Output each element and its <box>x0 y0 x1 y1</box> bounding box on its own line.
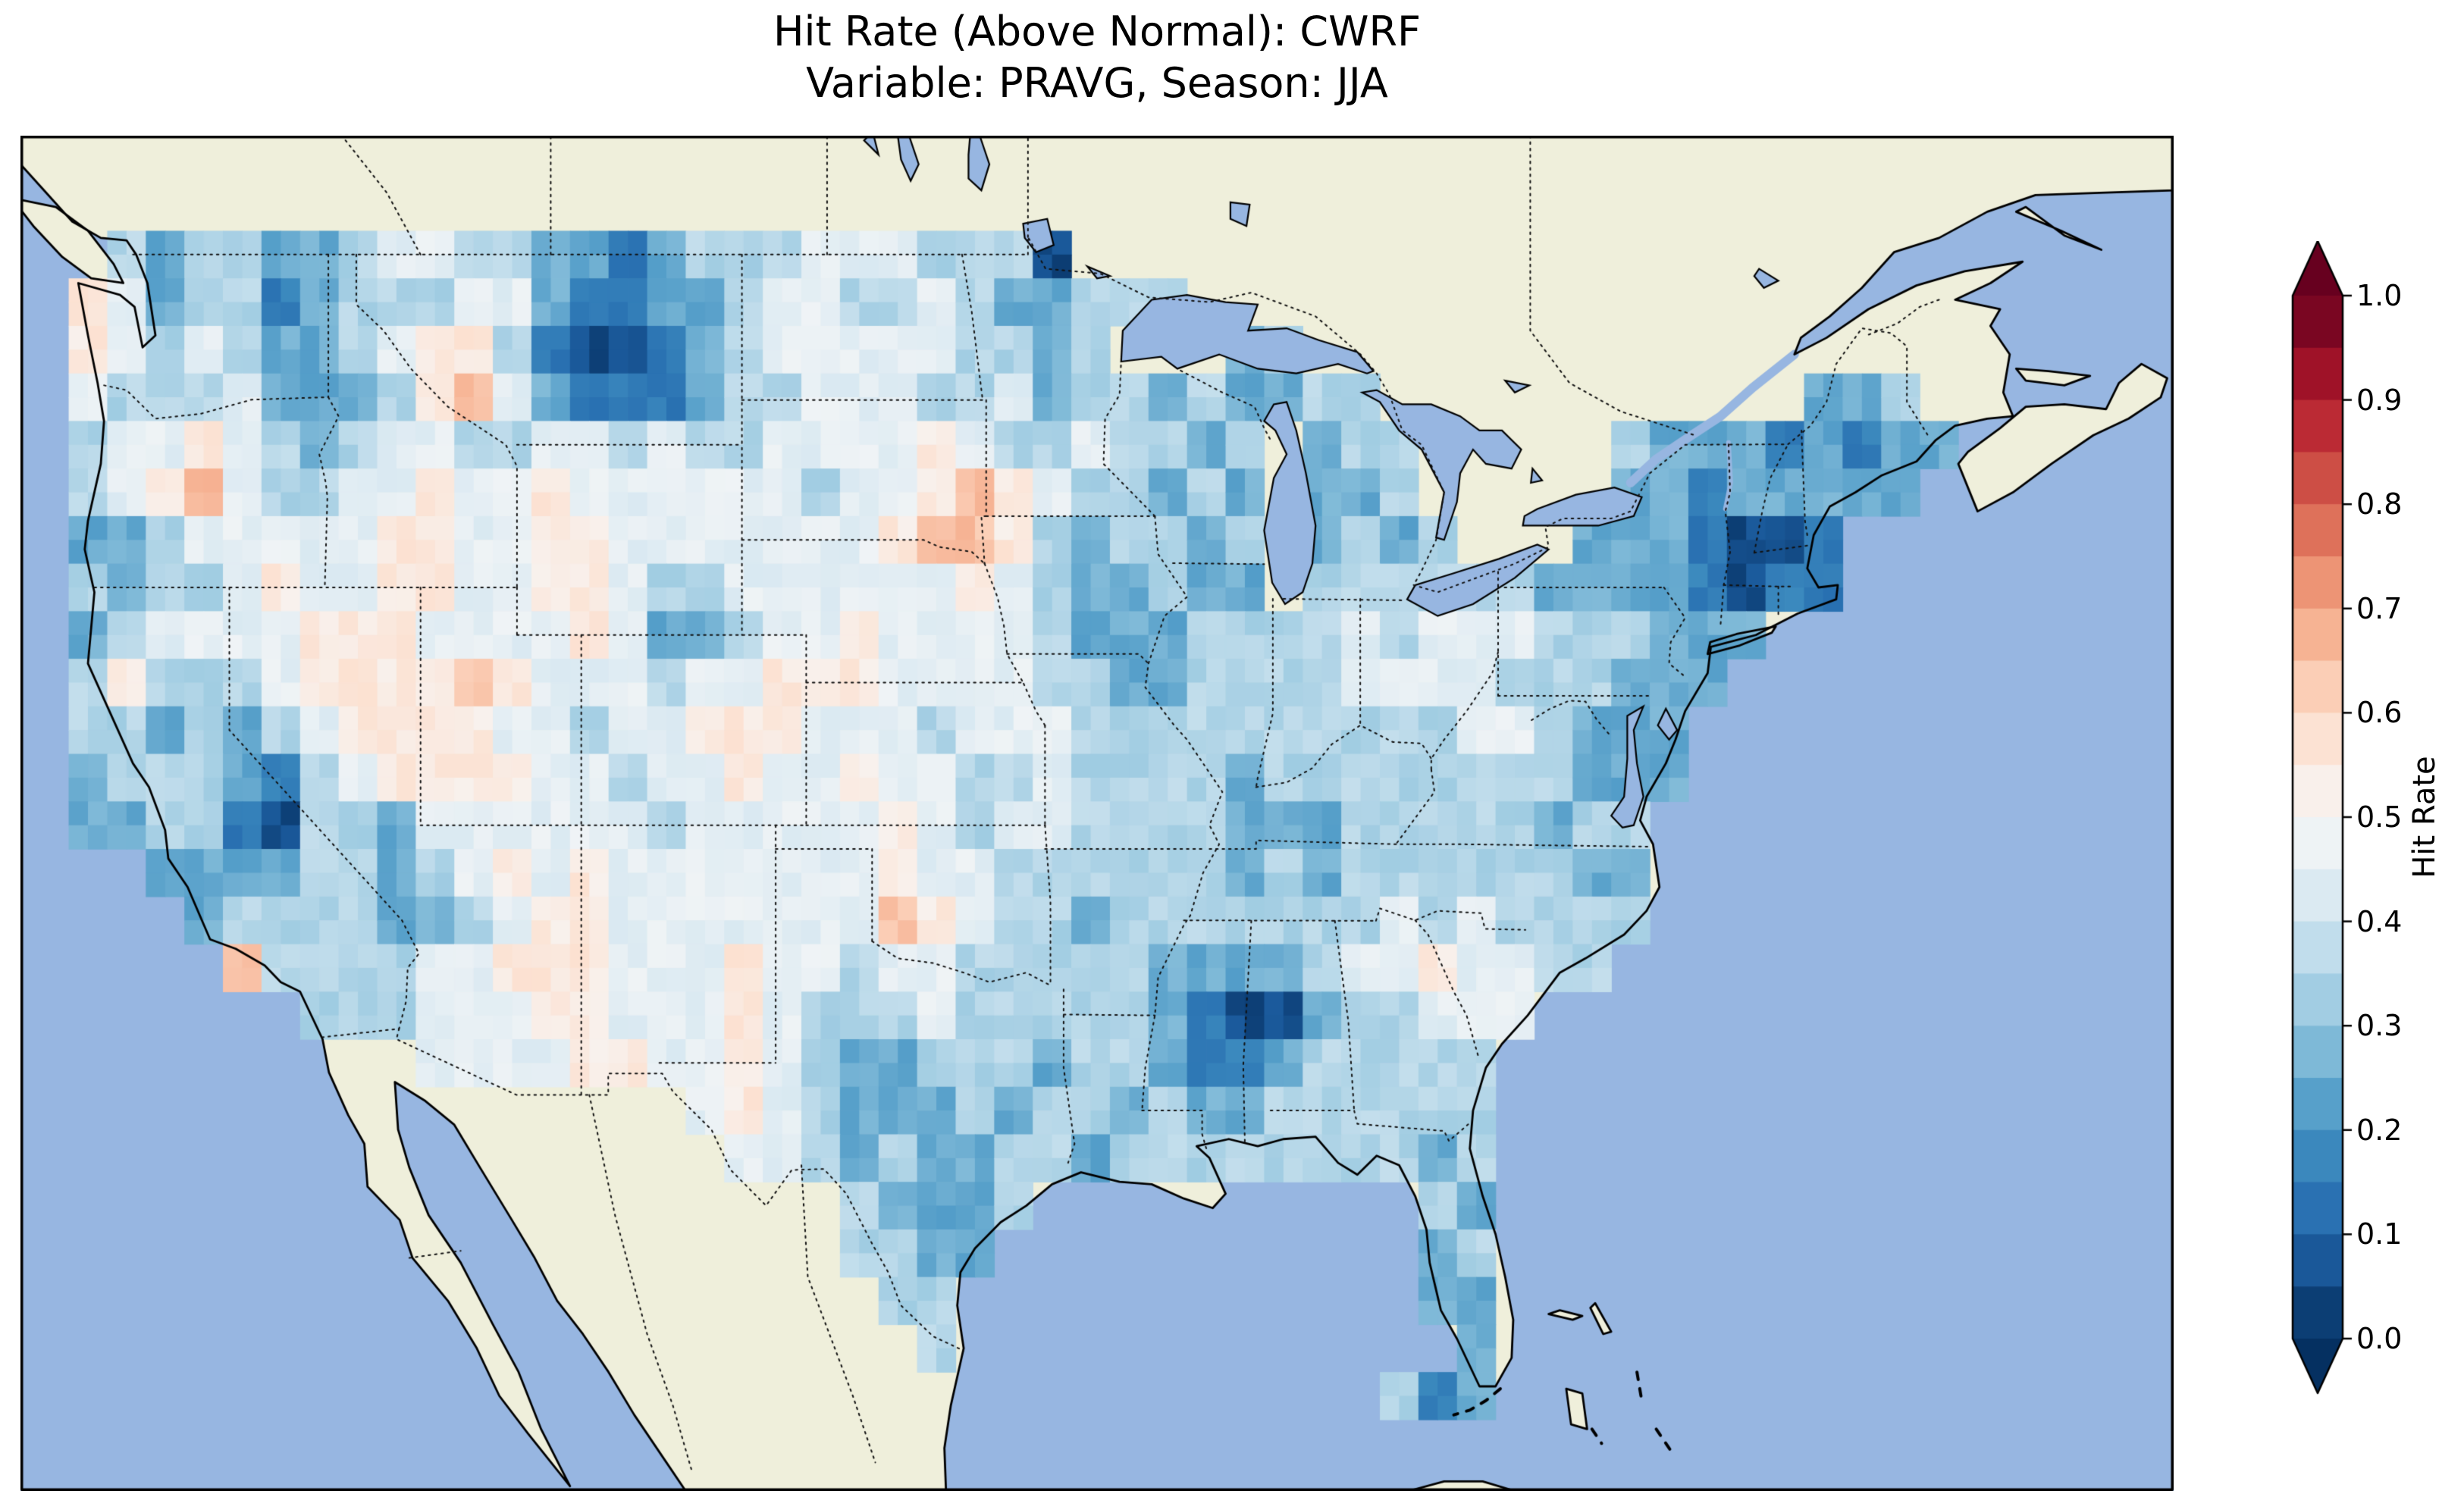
colorbar-tick-label: 0.9 <box>2356 383 2403 417</box>
figure-title: Hit Rate (Above Normal): CWRF Variable: … <box>20 6 2174 109</box>
colorbar-tick-label: 1.0 <box>2356 279 2403 312</box>
colorbar <box>2288 241 2361 1401</box>
colorbar-tick-label: 0.8 <box>2356 487 2403 521</box>
us-map-heatmap <box>20 136 2174 1491</box>
colorbar-label: Hit Rate <box>2407 756 2442 879</box>
colorbar-tick-label: 0.4 <box>2356 904 2403 938</box>
figure-title-line1: Hit Rate (Above Normal): CWRF <box>773 8 1422 55</box>
colorbar-tick-label: 0.1 <box>2356 1217 2403 1251</box>
figure-title-line2: Variable: PRAVG, Season: JJA <box>806 59 1388 108</box>
colorbar-tick-label: 0.2 <box>2356 1113 2403 1147</box>
colorbar-tick-label: 0.3 <box>2356 1009 2403 1043</box>
colorbar-tick-label: 0.7 <box>2356 591 2403 625</box>
colorbar-tick-label: 0.6 <box>2356 696 2403 730</box>
colorbar-tick-label: 0.0 <box>2356 1322 2403 1355</box>
colorbar-tick-label: 0.5 <box>2356 800 2403 834</box>
